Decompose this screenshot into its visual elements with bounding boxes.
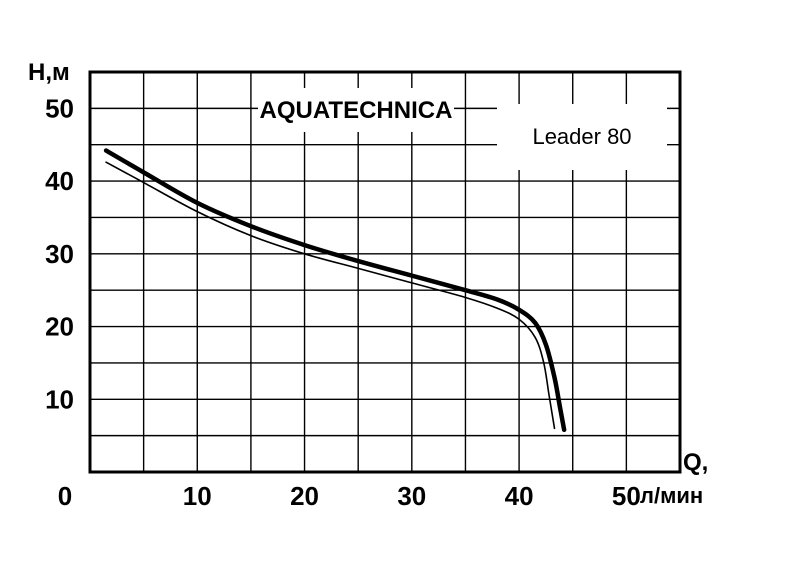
x-tick-label: 40 [505, 481, 534, 511]
performance-curve-thick [103, 148, 567, 433]
x-tick-label: 0 [58, 481, 72, 511]
grid [90, 72, 680, 472]
plot-frame [88, 70, 682, 474]
tick-labels: 0 10 20 30 40 50 10 20 30 40 50 [45, 93, 641, 511]
x-tick-label: 50 [612, 481, 641, 511]
chart-labels: AQUATECHNICA Leader 80 [258, 88, 667, 170]
series [103, 148, 567, 433]
x-axis-unit: л/мин [640, 483, 703, 508]
x-tick-label: 30 [397, 481, 426, 511]
brand-label-box [258, 88, 454, 132]
plot-border [88, 70, 682, 474]
model-label-box [497, 104, 667, 170]
y-tick-label: 30 [45, 239, 74, 269]
brand-label: AQUATECHNICA [260, 97, 453, 124]
y-tick-label: 20 [45, 312, 74, 342]
y-tick-label: 50 [45, 93, 74, 123]
x-tick-label: 10 [183, 481, 212, 511]
x-axis-label: Q, [683, 449, 708, 476]
y-tick-label: 40 [45, 166, 74, 196]
performance-curve-thin [105, 161, 556, 430]
y-axis-label: H,м [28, 59, 70, 86]
y-tick-label: 10 [45, 384, 74, 414]
x-tick-label: 20 [290, 481, 319, 511]
model-label: Leader 80 [532, 124, 631, 149]
